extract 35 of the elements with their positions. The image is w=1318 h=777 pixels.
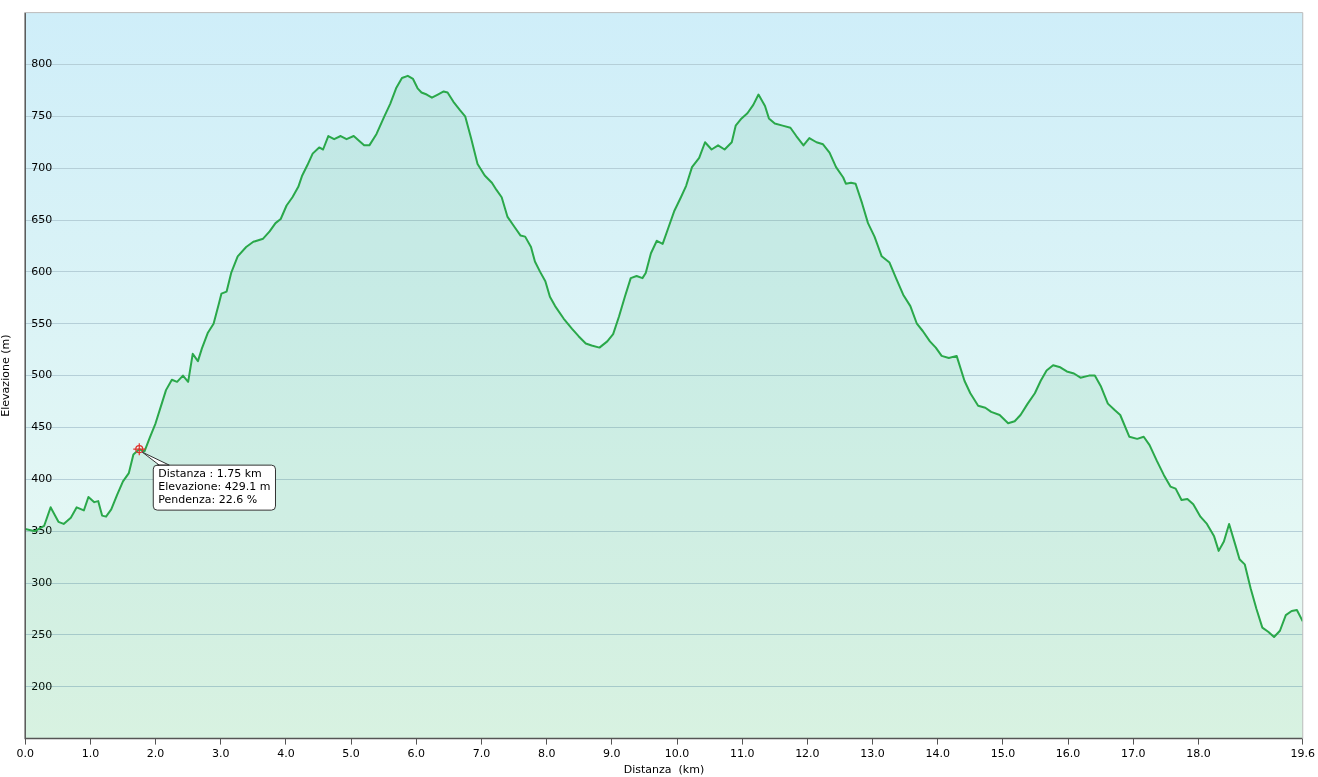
- y-tick-label: 300: [31, 575, 53, 589]
- y-tick-label: 750: [31, 109, 53, 123]
- y-axis-title: Elevazione (m): [0, 334, 13, 417]
- x-tick-label: 7.0: [472, 747, 491, 761]
- x-tick-label: 15.0: [990, 747, 1016, 761]
- x-tick-label: 14.0: [925, 747, 950, 761]
- x-tick-label: 13.0: [860, 747, 885, 761]
- y-tick-label: 600: [31, 264, 53, 278]
- x-tick-label: 1.0: [81, 747, 100, 761]
- y-tick-label: 400: [31, 472, 53, 486]
- x-tick-label: 5.0: [342, 747, 360, 761]
- x-tick-label: 12.0: [795, 747, 820, 761]
- y-tick-label: 200: [31, 679, 53, 693]
- y-tick-label: 500: [31, 368, 53, 382]
- y-tick-label: 800: [31, 57, 53, 71]
- x-tick-label: 2.0: [146, 747, 165, 761]
- y-tick-label: 450: [31, 420, 53, 434]
- y-tick-label: 550: [31, 316, 53, 330]
- x-tick-label: 4.0: [277, 747, 295, 761]
- x-tick-label: 6.0: [407, 747, 426, 761]
- x-tick-label: 0.0: [16, 747, 34, 761]
- x-tick-label: 16.0: [1055, 747, 1081, 761]
- x-axis-title: Distanza (km): [623, 763, 705, 777]
- y-tick-label: 650: [31, 212, 53, 226]
- x-tick-label: 9.0: [603, 747, 621, 761]
- y-tick-label: 700: [31, 161, 53, 175]
- x-tick-label: 17.0: [1121, 747, 1146, 761]
- x-tick-label: 18.0: [1186, 747, 1211, 761]
- x-tick-label: 11.0: [729, 747, 755, 761]
- x-tick-label: 3.0: [211, 747, 230, 761]
- x-tick-label: 19.6: [1290, 747, 1315, 761]
- x-tick-label: 8.0: [537, 747, 556, 761]
- annotation: Distanza : 1.75 km Elevazione: 429.1 m Pendenza: 22.6 %: [158, 467, 271, 507]
- x-tick-label: 10.0: [664, 747, 690, 761]
- y-tick-label: 250: [31, 627, 53, 641]
